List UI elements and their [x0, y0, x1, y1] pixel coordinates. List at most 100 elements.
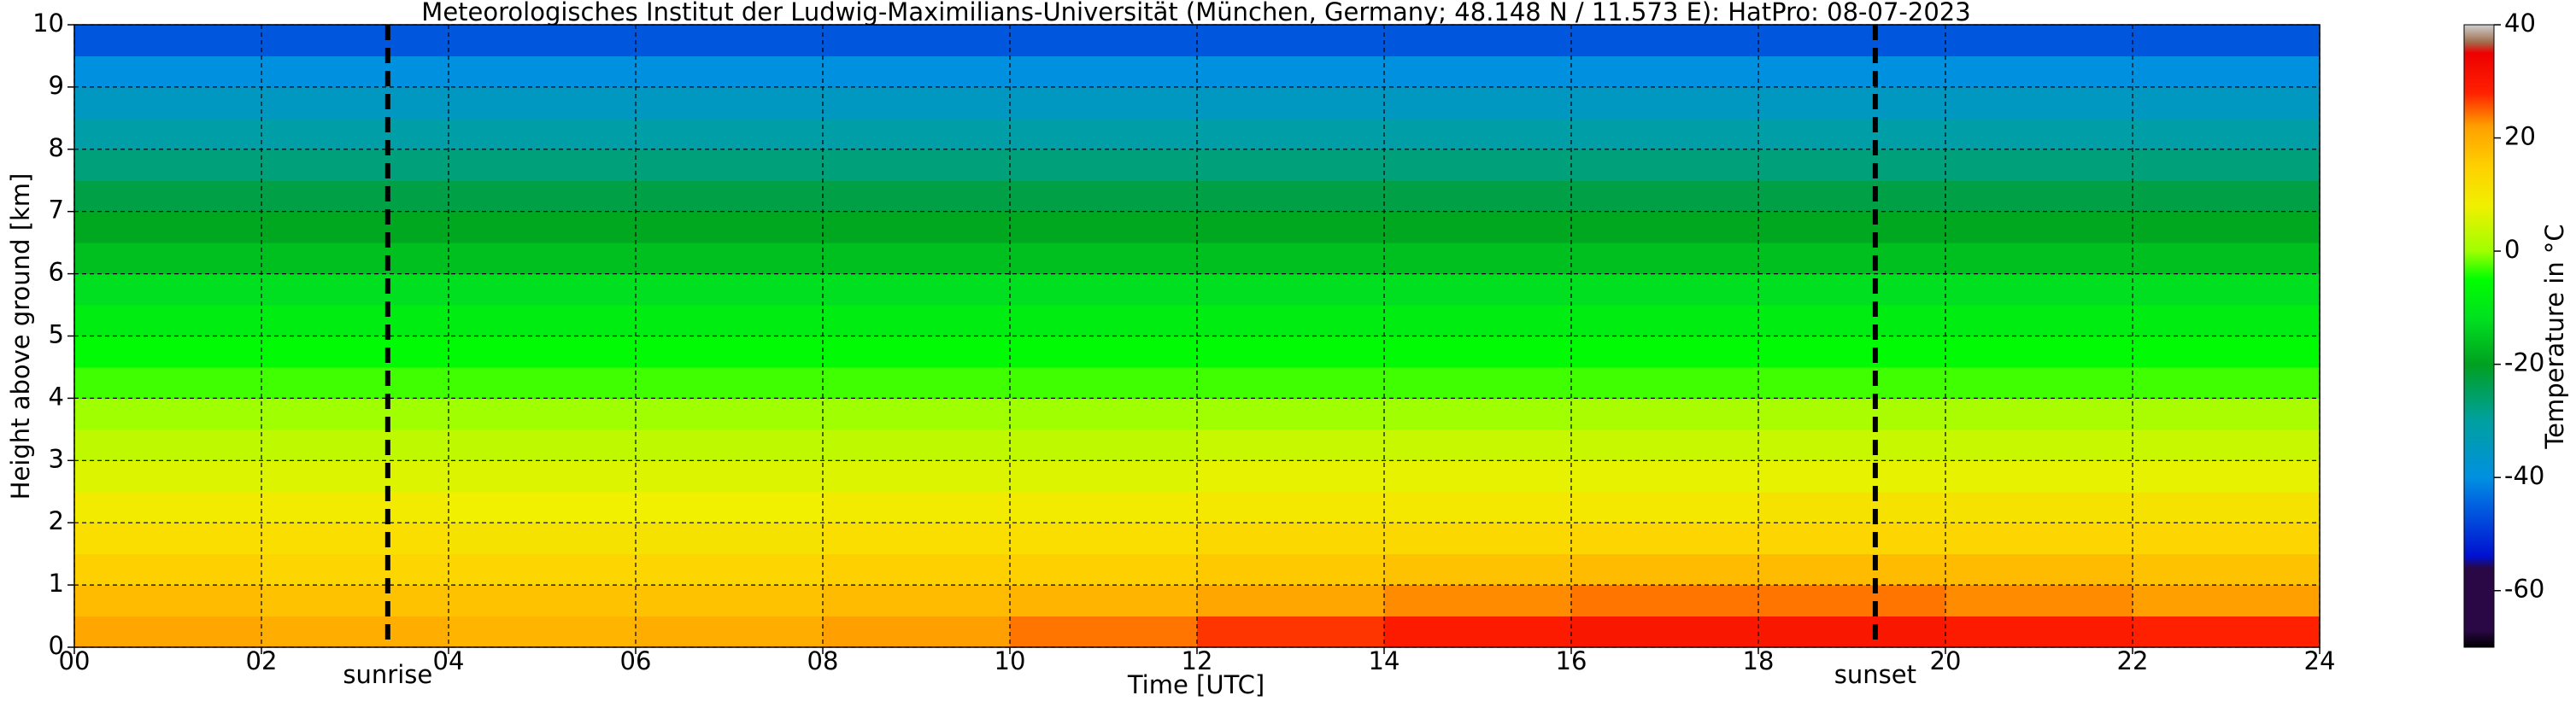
- cell: [261, 429, 449, 461]
- cell: [1384, 56, 1572, 88]
- cell: [636, 25, 824, 56]
- cell: [2133, 616, 2321, 648]
- cell: [74, 585, 262, 617]
- cell: [261, 273, 449, 306]
- cell: [1758, 523, 1946, 555]
- cell: [1758, 553, 1946, 586]
- cell: [261, 118, 449, 150]
- cell: [1197, 86, 1385, 119]
- cell: [261, 366, 449, 399]
- y-tick-label: 1: [49, 569, 64, 598]
- cell: [1384, 366, 1572, 399]
- cell: [1384, 118, 1572, 150]
- cell: [449, 25, 637, 56]
- cell: [1758, 616, 1946, 648]
- cell: [261, 56, 449, 88]
- cell: [1197, 211, 1385, 243]
- y-tick-label: 9: [49, 71, 64, 100]
- cell: [1945, 429, 2133, 461]
- cell: [74, 491, 262, 523]
- colorbar-tick-label: 40: [2504, 9, 2536, 38]
- cell: [449, 336, 637, 368]
- cell: [1758, 305, 1946, 336]
- x-tick-label: 10: [995, 646, 1026, 675]
- cell: [1571, 460, 1759, 493]
- cell: [1197, 180, 1385, 213]
- cell: [1758, 180, 1946, 213]
- cell: [74, 118, 262, 150]
- cell: [636, 616, 824, 648]
- cell: [1945, 366, 2133, 399]
- cell: [74, 86, 262, 119]
- cell: [823, 523, 1011, 555]
- cell: [1010, 585, 1198, 617]
- y-axis-label: Height above ground [km]: [6, 173, 35, 500]
- y-tick-label: 4: [49, 382, 64, 411]
- y-tick-label: 6: [49, 258, 64, 287]
- cell: [1384, 86, 1572, 119]
- cell: [74, 56, 262, 88]
- cell: [449, 429, 637, 461]
- cell: [1945, 180, 2133, 213]
- cell: [74, 305, 262, 336]
- cell: [1945, 585, 2133, 617]
- cell: [636, 118, 824, 150]
- cell: [2133, 211, 2321, 243]
- cell: [1197, 242, 1385, 275]
- cell: [1571, 366, 1759, 399]
- cell: [74, 242, 262, 275]
- cell: [74, 616, 262, 648]
- cell: [636, 553, 824, 586]
- cell: [449, 118, 637, 150]
- cell: [1010, 305, 1198, 336]
- cell: [1010, 273, 1198, 306]
- cell: [1945, 273, 2133, 306]
- event-label: sunset: [1834, 660, 1916, 689]
- cell: [1571, 616, 1759, 648]
- cell: [1197, 553, 1385, 586]
- cell: [1571, 523, 1759, 555]
- cell: [2133, 305, 2321, 336]
- cell: [1571, 149, 1759, 181]
- cell: [1758, 429, 1946, 461]
- cell: [1197, 366, 1385, 399]
- cell: [449, 553, 637, 586]
- y-tick-label: 8: [49, 133, 64, 162]
- cell: [1945, 336, 2133, 368]
- cell: [2133, 118, 2321, 150]
- cell: [2133, 336, 2321, 368]
- cell: [636, 86, 824, 119]
- cell: [1010, 398, 1198, 430]
- cell: [2133, 366, 2321, 399]
- x-tick-label: 14: [1369, 646, 1400, 675]
- cell: [823, 553, 1011, 586]
- cell: [1384, 398, 1572, 430]
- cell: [1197, 398, 1385, 430]
- cell: [1384, 25, 1572, 56]
- cell: [74, 336, 262, 368]
- cell: [1758, 460, 1946, 493]
- cell: [823, 118, 1011, 150]
- cell: [1945, 25, 2133, 56]
- cell: [636, 211, 824, 243]
- cell: [1571, 56, 1759, 88]
- cell: [1010, 553, 1198, 586]
- cell: [2133, 56, 2321, 88]
- cell: [261, 585, 449, 617]
- cell: [449, 366, 637, 399]
- cell: [1384, 553, 1572, 586]
- cell: [1945, 86, 2133, 119]
- cell: [261, 553, 449, 586]
- cell: [1384, 149, 1572, 181]
- cell: [1010, 86, 1198, 119]
- cell: [1384, 305, 1572, 336]
- cell: [1197, 523, 1385, 555]
- x-tick-label: 00: [59, 646, 91, 675]
- cell: [449, 398, 637, 430]
- cell: [636, 242, 824, 275]
- cell: [636, 180, 824, 213]
- cell: [1758, 242, 1946, 275]
- cell: [449, 585, 637, 617]
- colorbar: [2463, 24, 2495, 648]
